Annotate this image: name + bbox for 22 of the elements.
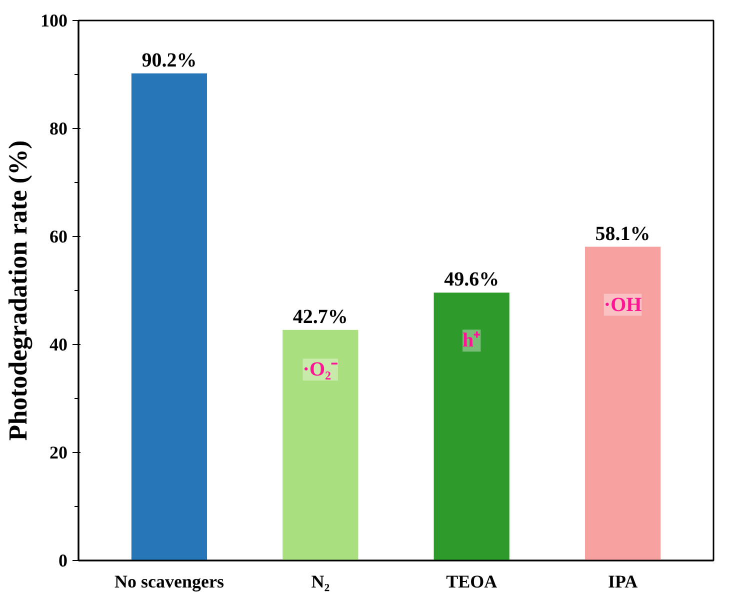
y-tick-label: 0 bbox=[58, 550, 68, 570]
bar bbox=[584, 246, 661, 560]
x-tick-label: No scavengers bbox=[114, 572, 224, 592]
data-label: 58.1% bbox=[595, 222, 650, 245]
bar bbox=[434, 292, 510, 560]
bar bbox=[131, 73, 208, 560]
x-tick-label: IPA bbox=[608, 572, 638, 592]
y-tick-label: 40 bbox=[50, 334, 68, 354]
x-tick-label: N₂ bbox=[311, 572, 330, 592]
y-tick-label: 20 bbox=[50, 442, 68, 462]
x-tick-label: TEOA bbox=[446, 572, 498, 592]
annotation: ·O₂⁻ bbox=[302, 358, 338, 381]
bar bbox=[282, 330, 358, 560]
y-tick-label: 60 bbox=[50, 226, 68, 246]
data-label: 42.7% bbox=[292, 306, 348, 328]
y-tick-label: 100 bbox=[40, 10, 68, 30]
y-tick-label: 80 bbox=[50, 118, 68, 138]
data-label: 90.2% bbox=[142, 49, 197, 72]
annotation: h⁺ bbox=[462, 330, 481, 352]
data-label: 49.6% bbox=[444, 268, 500, 291]
annotation: ·OH bbox=[604, 294, 642, 316]
y-axis-title: Photodegradation rate (%) bbox=[4, 140, 32, 441]
